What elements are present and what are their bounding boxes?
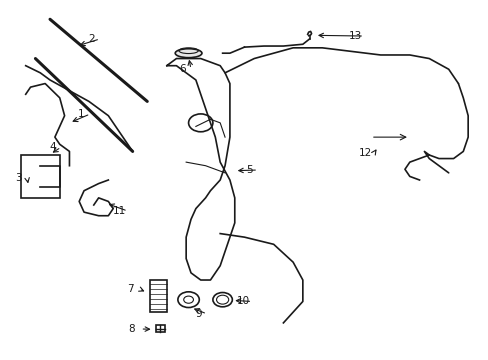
Bar <box>156 325 164 332</box>
Ellipse shape <box>175 49 202 58</box>
Text: 5: 5 <box>245 165 252 175</box>
Text: 11: 11 <box>112 206 125 216</box>
Text: 10: 10 <box>237 296 249 306</box>
Text: 2: 2 <box>88 34 95 44</box>
Text: 13: 13 <box>348 31 361 41</box>
Text: 12: 12 <box>358 148 371 158</box>
Bar <box>21 155 60 198</box>
Bar <box>149 280 166 312</box>
Text: 4: 4 <box>49 142 56 152</box>
Text: 6: 6 <box>179 64 185 74</box>
Text: 8: 8 <box>128 324 135 334</box>
Text: 9: 9 <box>195 309 201 319</box>
Text: 7: 7 <box>127 284 133 294</box>
Text: 3: 3 <box>15 173 21 183</box>
Text: 1: 1 <box>78 109 85 119</box>
